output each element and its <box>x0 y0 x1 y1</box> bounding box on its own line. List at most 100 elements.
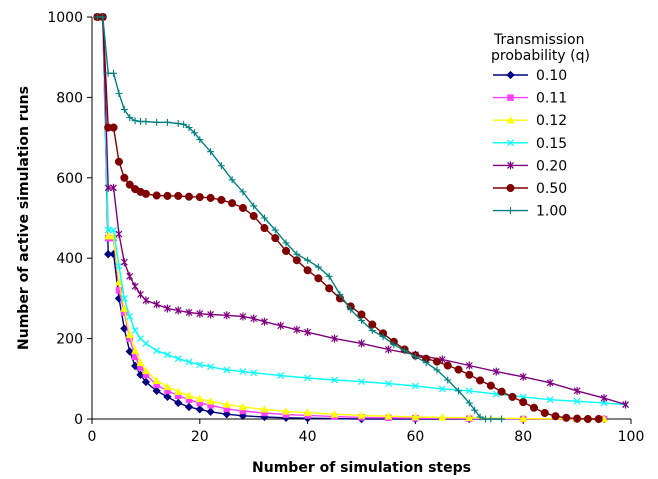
data-point <box>120 258 128 267</box>
data-point <box>260 405 269 413</box>
data-point <box>331 334 338 343</box>
x-tick-label: 40 <box>299 429 317 445</box>
data-point <box>432 357 442 366</box>
data-point <box>207 363 215 371</box>
data-point <box>487 415 495 423</box>
data-point <box>471 406 479 414</box>
data-point <box>141 366 150 375</box>
data-point <box>390 341 398 349</box>
data-point <box>141 189 150 198</box>
data-point <box>293 250 301 258</box>
data-point <box>223 366 231 374</box>
data-point <box>330 409 339 418</box>
data-point <box>131 346 140 354</box>
data-point <box>164 351 171 359</box>
series-0.12 <box>93 12 609 423</box>
data-point <box>120 105 128 113</box>
data-point <box>99 13 107 21</box>
data-point <box>562 413 571 422</box>
data-point <box>303 408 312 416</box>
data-point <box>137 335 144 343</box>
data-point <box>217 162 225 170</box>
data-point <box>465 361 473 370</box>
data-point <box>223 311 231 320</box>
y-tick-label: 1000 <box>47 10 83 26</box>
series-0.10 <box>93 12 609 424</box>
data-point <box>152 376 161 385</box>
series-0.11 <box>94 13 608 423</box>
data-point <box>137 290 144 299</box>
data-point <box>110 69 118 77</box>
legend-label: 0.15 <box>536 136 567 152</box>
data-point <box>238 203 247 212</box>
data-point <box>163 191 172 200</box>
data-point <box>206 396 215 405</box>
legend-entry: 0.50 <box>493 181 567 197</box>
series-line <box>97 16 599 420</box>
series-1.00 <box>93 13 506 423</box>
data-point <box>239 368 247 375</box>
y-tick-label: 600 <box>56 171 83 187</box>
plot-area <box>93 12 630 424</box>
data-point <box>303 266 312 275</box>
data-point <box>546 396 554 404</box>
data-point <box>222 410 231 419</box>
data-point <box>594 414 603 424</box>
data-point <box>142 296 150 305</box>
data-point <box>497 387 506 396</box>
data-point <box>465 387 473 395</box>
data-point <box>120 294 128 302</box>
data-point <box>114 277 123 286</box>
data-point <box>142 339 150 347</box>
series-line <box>97 16 604 420</box>
data-point <box>190 129 198 137</box>
data-point <box>304 256 312 264</box>
data-point <box>152 191 161 200</box>
data-point <box>125 180 134 189</box>
legend-entry: 0.11 <box>493 91 567 107</box>
data-point <box>385 380 392 388</box>
data-point <box>368 327 376 335</box>
data-point <box>206 193 215 202</box>
data-point <box>325 272 333 280</box>
data-point <box>250 202 258 210</box>
data-point <box>207 148 215 156</box>
data-point <box>331 376 338 384</box>
legend-entry: 0.15 <box>493 136 567 152</box>
data-point <box>125 330 134 338</box>
legend-label: 0.20 <box>536 158 567 174</box>
data-point <box>583 414 592 424</box>
data-point <box>195 394 204 403</box>
y-tick-label: 400 <box>56 251 83 267</box>
data-point <box>336 290 344 298</box>
data-point <box>163 118 171 126</box>
data-point <box>115 262 123 270</box>
data-point <box>142 118 150 126</box>
y-tick-label: 0 <box>74 412 83 428</box>
data-point <box>476 413 484 421</box>
data-point <box>281 246 291 256</box>
legend-entry: 0.12 <box>493 113 567 129</box>
y-tick-label: 800 <box>56 90 83 106</box>
data-point <box>238 402 247 411</box>
data-point <box>293 325 301 334</box>
legend-label: 0.50 <box>536 181 567 197</box>
series-0.50 <box>93 12 603 424</box>
data-point <box>261 317 268 326</box>
data-point <box>411 353 419 361</box>
data-point <box>131 117 139 125</box>
data-point <box>239 312 247 321</box>
data-point <box>196 309 204 318</box>
data-point <box>357 411 366 419</box>
x-tick-label: 80 <box>514 429 532 445</box>
data-point <box>174 306 182 315</box>
data-point <box>551 412 560 421</box>
data-point <box>304 374 312 382</box>
data-point <box>600 394 608 403</box>
data-point <box>455 387 463 395</box>
data-point <box>196 136 204 144</box>
data-point <box>126 313 134 320</box>
data-point <box>153 300 161 309</box>
data-point <box>120 304 129 312</box>
data-point <box>114 157 123 166</box>
